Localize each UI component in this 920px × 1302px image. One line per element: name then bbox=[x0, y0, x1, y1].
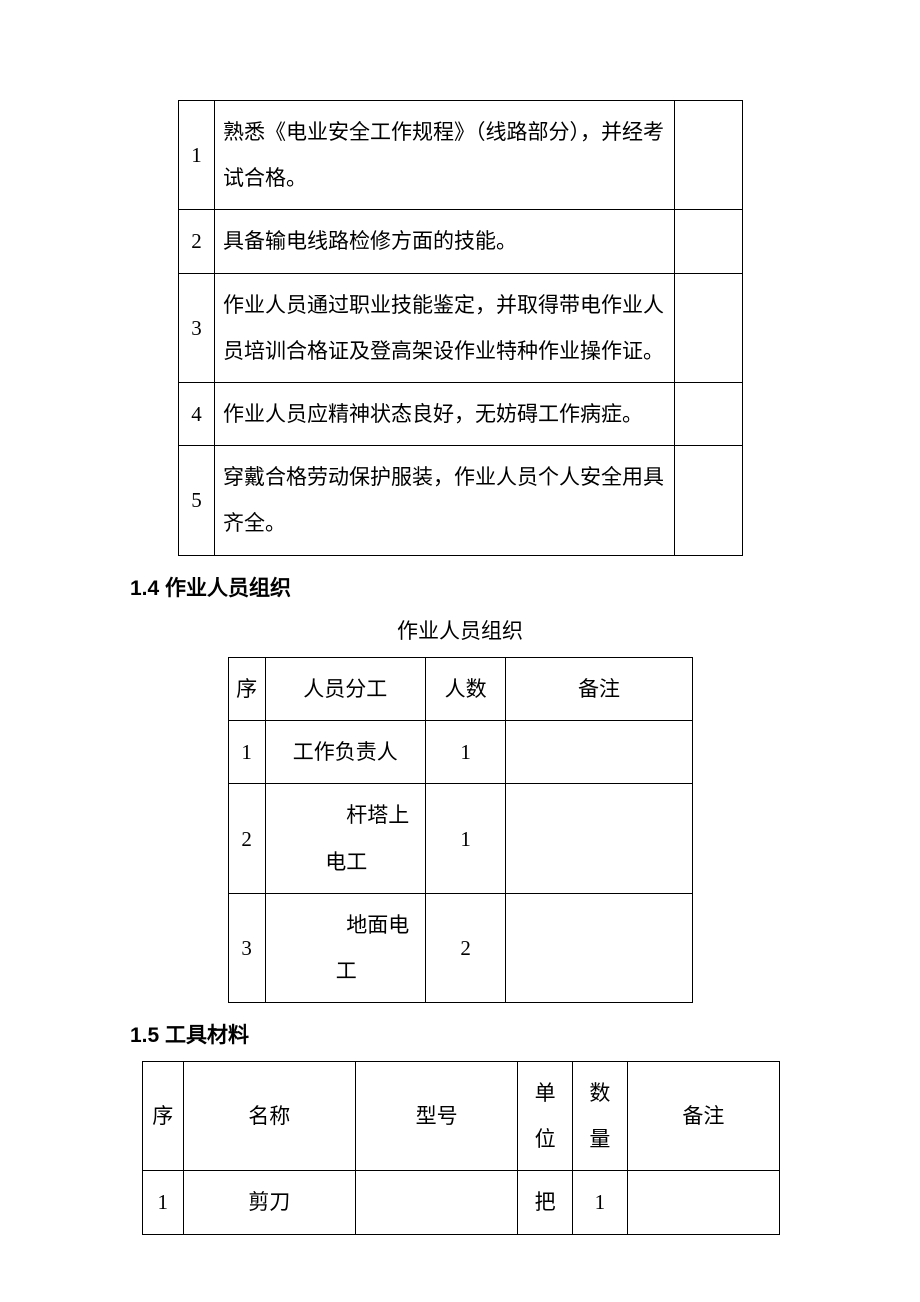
table-header-row: 序 名称 型号 单位 数量 备注 bbox=[143, 1062, 780, 1171]
row-number: 2 bbox=[228, 784, 265, 893]
row-remark bbox=[627, 1171, 779, 1234]
tools-table: 序 名称 型号 单位 数量 备注 1 剪刀 把 1 bbox=[142, 1061, 780, 1235]
table-row: 4 作业人员应精神状态良好，无妨碍工作病症。 bbox=[179, 382, 743, 445]
row-remark bbox=[675, 101, 743, 210]
table-row: 1 工作负责人 1 bbox=[228, 721, 692, 784]
personnel-table: 序 人员分工 人数 备注 1 工作负责人 1 2 杆塔上电工 1 3 地面电工 … bbox=[228, 657, 693, 1003]
row-remark bbox=[675, 446, 743, 555]
header-role: 人员分工 bbox=[265, 658, 425, 721]
header-unit: 单位 bbox=[518, 1062, 573, 1171]
row-content: 熟悉《电业安全工作规程》（线路部分），并经考试合格。 bbox=[215, 101, 675, 210]
row-remark bbox=[506, 721, 692, 784]
header-qty: 数量 bbox=[573, 1062, 628, 1171]
header-model: 型号 bbox=[355, 1062, 517, 1171]
row-count: 2 bbox=[425, 893, 506, 1002]
table-row: 1 剪刀 把 1 bbox=[143, 1171, 780, 1234]
table-row: 3 作业人员通过职业技能鉴定，并取得带电作业人员培训合格证及登高架设作业特种作业… bbox=[179, 273, 743, 382]
table-row: 2 杆塔上电工 1 bbox=[228, 784, 692, 893]
row-content: 作业人员通过职业技能鉴定，并取得带电作业人员培训合格证及登高架设作业特种作业操作… bbox=[215, 273, 675, 382]
row-content: 具备输电线路检修方面的技能。 bbox=[215, 210, 675, 273]
row-number: 2 bbox=[179, 210, 215, 273]
row-qty: 1 bbox=[573, 1171, 628, 1234]
header-name: 名称 bbox=[183, 1062, 355, 1171]
requirements-table: 1 熟悉《电业安全工作规程》（线路部分），并经考试合格。 2 具备输电线路检修方… bbox=[178, 100, 743, 556]
section-1-5-heading: 1.5 工具材料 bbox=[130, 1017, 790, 1055]
row-remark bbox=[675, 382, 743, 445]
row-remark bbox=[675, 210, 743, 273]
header-remark: 备注 bbox=[506, 658, 692, 721]
header-remark: 备注 bbox=[627, 1062, 779, 1171]
row-role: 地面电工 bbox=[265, 893, 425, 1002]
table2-caption: 作业人员组织 bbox=[130, 613, 790, 651]
row-model bbox=[355, 1171, 517, 1234]
row-content: 作业人员应精神状态良好，无妨碍工作病症。 bbox=[215, 382, 675, 445]
row-number: 5 bbox=[179, 446, 215, 555]
row-unit: 把 bbox=[518, 1171, 573, 1234]
table-header-row: 序 人员分工 人数 备注 bbox=[228, 658, 692, 721]
row-remark bbox=[506, 784, 692, 893]
header-seq: 序 bbox=[143, 1062, 184, 1171]
row-count: 1 bbox=[425, 784, 506, 893]
row-remark bbox=[675, 273, 743, 382]
row-number: 3 bbox=[179, 273, 215, 382]
row-content: 穿戴合格劳动保护服装，作业人员个人安全用具齐全。 bbox=[215, 446, 675, 555]
row-name: 剪刀 bbox=[183, 1171, 355, 1234]
row-number: 1 bbox=[228, 721, 265, 784]
table-row: 3 地面电工 2 bbox=[228, 893, 692, 1002]
table-row: 2 具备输电线路检修方面的技能。 bbox=[179, 210, 743, 273]
header-seq: 序 bbox=[228, 658, 265, 721]
row-number: 1 bbox=[143, 1171, 184, 1234]
row-number: 4 bbox=[179, 382, 215, 445]
row-remark bbox=[506, 893, 692, 1002]
header-count: 人数 bbox=[425, 658, 506, 721]
table-row: 5 穿戴合格劳动保护服装，作业人员个人安全用具齐全。 bbox=[179, 446, 743, 555]
row-role: 杆塔上电工 bbox=[265, 784, 425, 893]
row-number: 3 bbox=[228, 893, 265, 1002]
row-role: 工作负责人 bbox=[265, 721, 425, 784]
table-row: 1 熟悉《电业安全工作规程》（线路部分），并经考试合格。 bbox=[179, 101, 743, 210]
section-1-4-heading: 1.4 作业人员组织 bbox=[130, 570, 790, 608]
row-count: 1 bbox=[425, 721, 506, 784]
row-number: 1 bbox=[179, 101, 215, 210]
